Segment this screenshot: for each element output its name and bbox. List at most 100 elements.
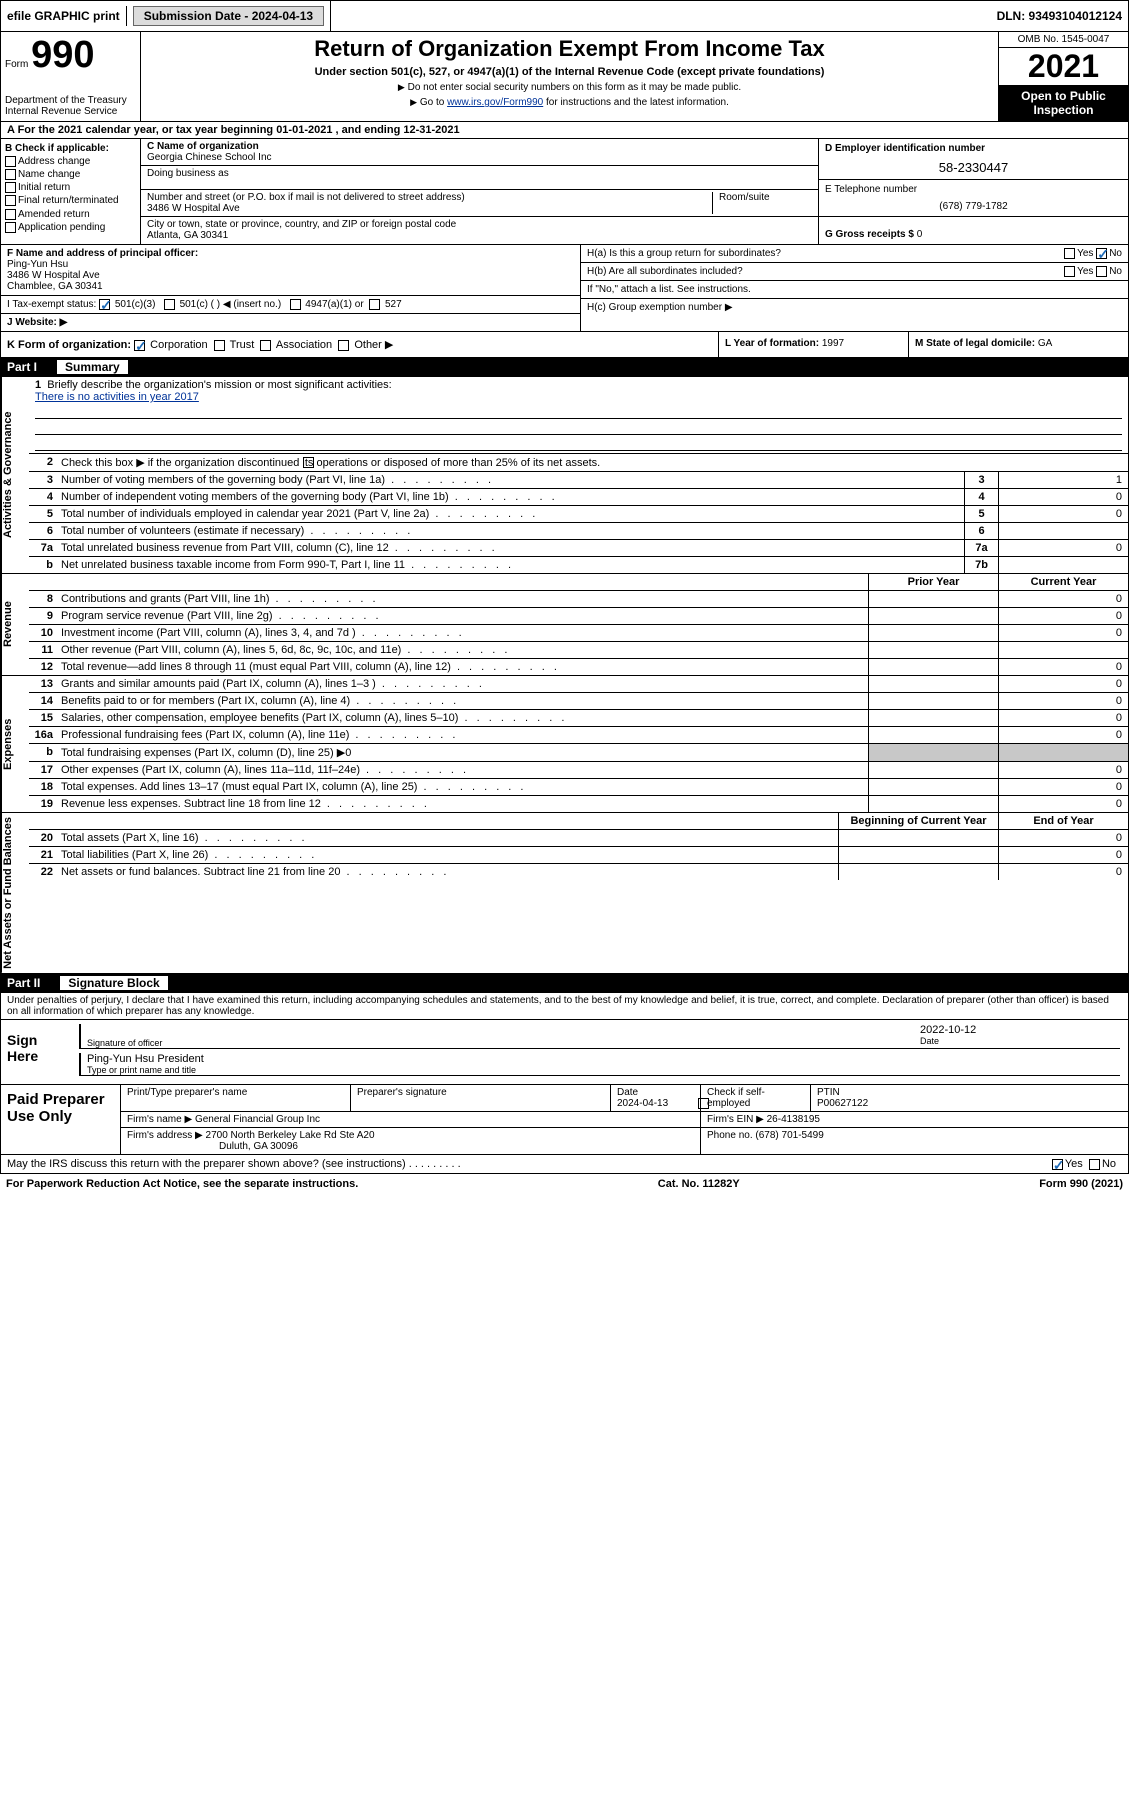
form-number: 990 xyxy=(31,34,94,76)
fghi-right: H(a) Is this a group return for subordin… xyxy=(581,245,1128,331)
rev-line: 8 Contributions and grants (Part VIII, l… xyxy=(29,591,1128,608)
checkbox-501c[interactable] xyxy=(164,299,175,310)
chk-name-label: Name change xyxy=(18,169,80,180)
gov-line: b Net unrelated business taxable income … xyxy=(29,557,1128,573)
line-prior xyxy=(868,608,998,624)
prep-name-hdr: Print/Type preparer's name xyxy=(121,1085,351,1111)
e-label: E Telephone number xyxy=(825,184,1122,195)
gov-line: 5 Total number of individuals employed i… xyxy=(29,506,1128,523)
checkbox-icon[interactable] xyxy=(5,209,16,220)
arrow-icon xyxy=(398,82,405,93)
checkbox-hb-yes[interactable] xyxy=(1064,266,1075,277)
prep-date-cell: Date 2024-04-13 xyxy=(611,1085,701,1111)
checkbox-trust[interactable] xyxy=(214,340,225,351)
checkbox-icon[interactable] xyxy=(5,195,16,206)
city-value: Atlanta, GA 30341 xyxy=(147,230,812,241)
exp-line: 16a Professional fundraising fees (Part … xyxy=(29,727,1128,744)
chk-address: Address change xyxy=(5,156,136,167)
exp-line: 15 Salaries, other compensation, employe… xyxy=(29,710,1128,727)
ha-label: H(a) Is this a group return for subordin… xyxy=(587,248,1064,259)
paid-row3: Firm's address ▶ 2700 North Berkeley Lak… xyxy=(121,1128,1128,1154)
gov-area: Activities & Governance 1 Briefly descri… xyxy=(0,377,1129,574)
checkbox-assoc[interactable] xyxy=(260,340,271,351)
exp-area: Expenses 13 Grants and similar amounts p… xyxy=(0,676,1129,813)
checkbox-501c3[interactable] xyxy=(99,299,110,310)
checkbox-4947[interactable] xyxy=(290,299,301,310)
line-text: Total fundraising expenses (Part IX, col… xyxy=(57,744,868,761)
underline xyxy=(35,421,1122,435)
rev-line: 10 Investment income (Part VIII, column … xyxy=(29,625,1128,642)
footer: For Paperwork Reduction Act Notice, see … xyxy=(0,1174,1129,1194)
checkbox-corp[interactable] xyxy=(134,340,145,351)
checkbox-hb-no[interactable] xyxy=(1096,266,1107,277)
addr-row: Number and street (or P.O. box if mail i… xyxy=(141,190,818,217)
line-box: 4 xyxy=(964,489,998,505)
line-num: 18 xyxy=(29,779,57,795)
line1: 1 Briefly describe the organization's mi… xyxy=(29,377,1128,453)
exp-line: 19 Revenue less expenses. Subtract line … xyxy=(29,796,1128,812)
checkbox-icon[interactable] xyxy=(5,182,16,193)
checkbox-ha-yes[interactable] xyxy=(1064,248,1075,259)
chk-initial-label: Initial return xyxy=(18,182,70,193)
line2-text: Check this box ▶ if the organization dis… xyxy=(57,454,1128,471)
room-label: Room/suite xyxy=(712,192,812,214)
exp-body: 13 Grants and similar amounts paid (Part… xyxy=(29,676,1128,812)
part2-header: Part II Signature Block xyxy=(1,974,1128,992)
checkbox-icon[interactable] xyxy=(5,222,16,233)
chk-final-label: Final return/terminated xyxy=(18,196,119,207)
line-num: 16a xyxy=(29,727,57,743)
col-d: D Employer identification number 58-2330… xyxy=(818,139,1128,244)
line-text: Total assets (Part X, line 16) xyxy=(57,830,838,846)
form-title: Return of Organization Exempt From Incom… xyxy=(149,36,990,62)
line-end: 0 xyxy=(998,830,1128,846)
line-prior xyxy=(868,625,998,641)
gov-line: 4 Number of independent voting members o… xyxy=(29,489,1128,506)
line-num: 19 xyxy=(29,796,57,812)
checkbox-discuss-no[interactable] xyxy=(1089,1159,1100,1170)
checkbox-line2[interactable] xyxy=(303,457,314,468)
line1-text[interactable]: There is no activities in year 2017 xyxy=(35,391,199,403)
line-num: 5 xyxy=(29,506,57,522)
form-note1: Do not enter social security numbers on … xyxy=(149,82,990,93)
line-num: b xyxy=(29,557,57,573)
line-num: 21 xyxy=(29,847,57,863)
sig-field-2: Ping-Yun Hsu President Type or print nam… xyxy=(79,1053,1120,1076)
addr-label: Number and street (or P.O. box if mail i… xyxy=(147,192,712,203)
hb-row: H(b) Are all subordinates included? Yes … xyxy=(581,263,1128,281)
checkbox-self-employed[interactable] xyxy=(698,1098,709,1109)
g-cell: G Gross receipts $ 0 xyxy=(819,217,1128,244)
ein-lbl: Firm's EIN ▶ xyxy=(707,1114,764,1125)
prep-sig-hdr: Preparer's signature xyxy=(351,1085,611,1111)
sign-here-label: Sign Here xyxy=(1,1020,71,1084)
checkbox-discuss-yes[interactable] xyxy=(1052,1159,1063,1170)
i-label: I Tax-exempt status: xyxy=(7,299,96,310)
line-text: Net unrelated business taxable income fr… xyxy=(57,557,964,573)
checkbox-other[interactable] xyxy=(338,340,349,351)
part1-num: Part I xyxy=(7,360,37,374)
vtab-exp: Expenses xyxy=(1,676,29,812)
discuss-no: No xyxy=(1102,1158,1116,1170)
sig-date-value: 2022-10-12 xyxy=(920,1024,1120,1036)
footer-left: For Paperwork Reduction Act Notice, see … xyxy=(6,1178,358,1190)
vtab-na: Net Assets or Fund Balances xyxy=(1,813,29,973)
submission-button[interactable]: Submission Date - 2024-04-13 xyxy=(133,6,324,26)
checkbox-icon[interactable] xyxy=(5,169,16,180)
line-prior xyxy=(868,693,998,709)
checkbox-527[interactable] xyxy=(369,299,380,310)
arrow-icon xyxy=(410,97,417,108)
checkbox-icon[interactable] xyxy=(5,156,16,167)
line-num: 20 xyxy=(29,830,57,846)
form990-link[interactable]: www.irs.gov/Form990 xyxy=(447,97,543,108)
note2-post: for instructions and the latest informat… xyxy=(546,97,729,108)
part2-header-wrap: Part II Signature Block xyxy=(0,974,1129,993)
phone-lbl: Phone no. xyxy=(707,1130,753,1141)
line-current: 0 xyxy=(998,659,1128,675)
line-text: Total revenue—add lines 8 through 11 (mu… xyxy=(57,659,868,675)
header-center: Return of Organization Exempt From Incom… xyxy=(141,32,998,121)
gov-line: 7a Total unrelated business revenue from… xyxy=(29,540,1128,557)
i-527: 527 xyxy=(385,299,402,310)
ha-no: No xyxy=(1109,248,1122,259)
checkbox-ha-no[interactable] xyxy=(1096,248,1107,259)
ha-yes: Yes xyxy=(1077,248,1093,259)
k-trust: Trust xyxy=(230,339,255,351)
